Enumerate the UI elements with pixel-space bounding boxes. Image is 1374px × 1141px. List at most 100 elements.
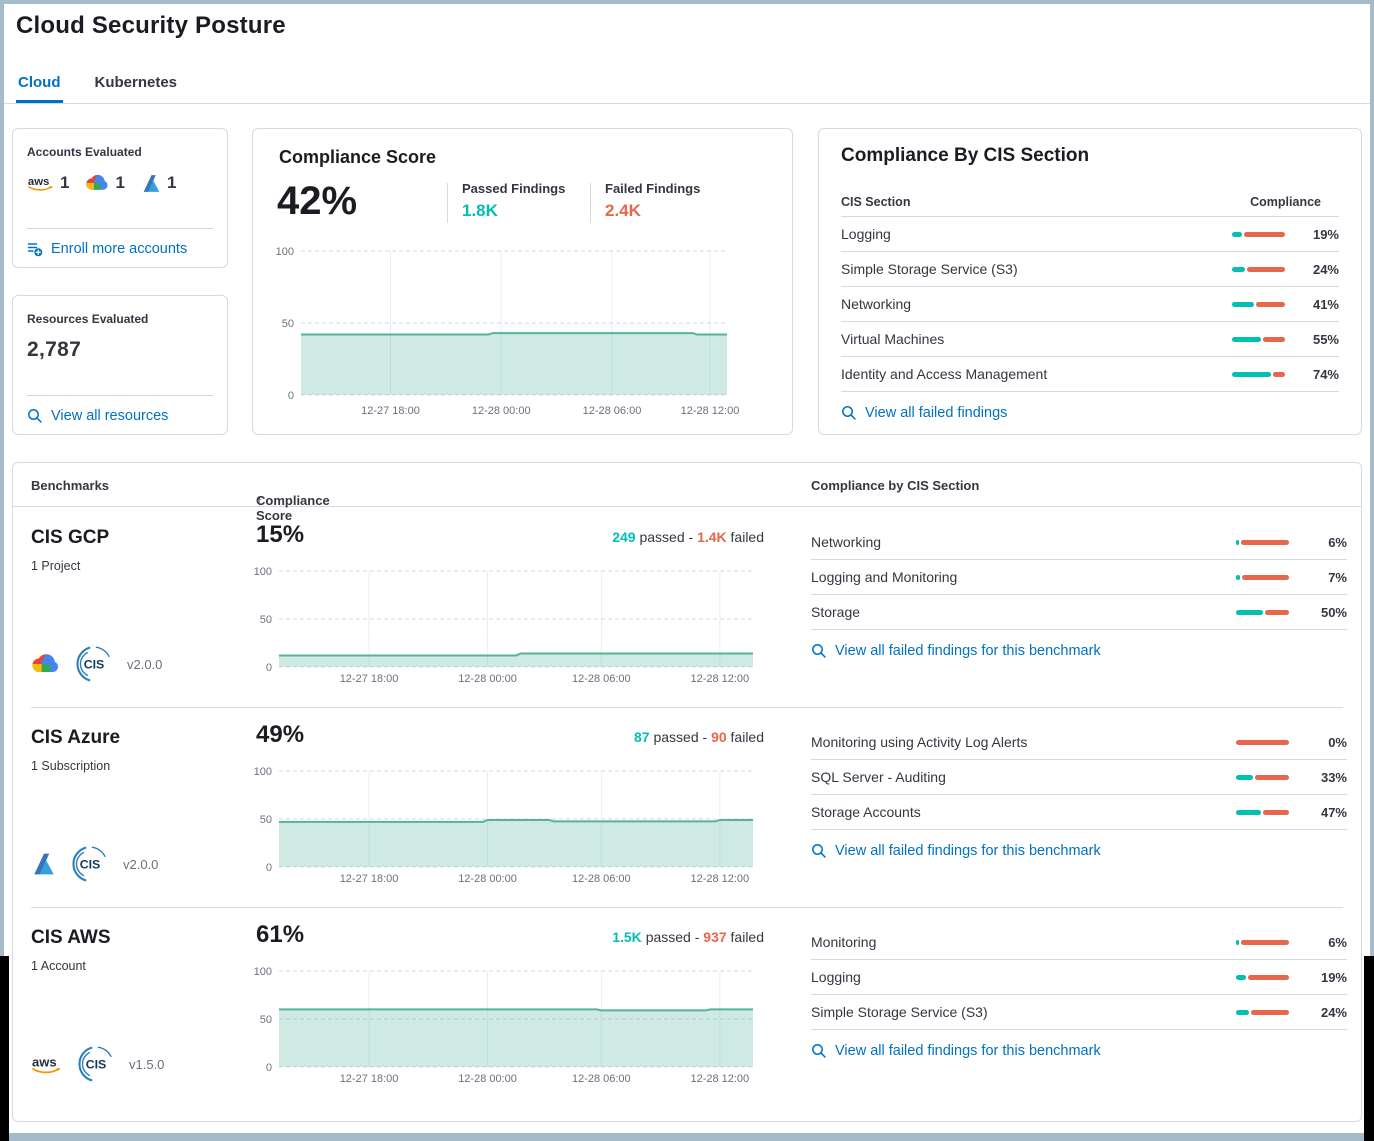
cis-logo-icon: CIS <box>75 645 113 683</box>
view-all-failed-findings-link[interactable]: View all failed findings <box>841 405 1007 421</box>
benchmark-row-cis-gcp: CIS GCP 1 Project 15% 249 passed - 1.4K … <box>13 507 1361 707</box>
resources-evaluated-title: Resources Evaluated <box>27 312 149 326</box>
compliance-bar <box>1236 539 1289 545</box>
compliance-bar <box>1236 809 1289 815</box>
benchmark-pass-fail: 249 passed - 1.4K failed <box>612 529 764 545</box>
svg-text:12-28 06:00: 12-28 06:00 <box>583 405 642 417</box>
svg-text:12-28 06:00: 12-28 06:00 <box>572 873 631 885</box>
accounts-evaluated-card: Accounts Evaluated aws 1 1 1 Enroll <box>12 128 228 268</box>
svg-text:12-28 00:00: 12-28 00:00 <box>472 405 531 417</box>
svg-text:12-28 06:00: 12-28 06:00 <box>572 1073 631 1085</box>
screenshot-black-strip-left <box>0 956 9 1141</box>
resources-evaluated-card: Resources Evaluated 2,787 View all resou… <box>12 295 228 435</box>
aws-icon: aws <box>32 1054 61 1073</box>
azure-icon <box>143 174 160 192</box>
list-add-icon <box>27 243 43 257</box>
svg-text:12-27 18:00: 12-27 18:00 <box>340 673 399 685</box>
accounts-provider-counts: aws 1 1 1 <box>27 173 213 193</box>
resources-evaluated-count: 2,787 <box>27 338 82 361</box>
divider <box>31 707 1343 708</box>
compliance-bar <box>1232 266 1285 272</box>
view-failed-findings-benchmark-link[interactable]: View all failed findings for this benchm… <box>811 643 1101 659</box>
window-frame-bottom <box>0 1133 1374 1141</box>
benchmark-row-cis-azure: CIS Azure 1 Subscription 49% 87 passed -… <box>13 707 1361 907</box>
search-icon <box>28 409 42 423</box>
compliance-bar <box>1232 231 1285 237</box>
compliance-bar <box>1236 1009 1289 1015</box>
cis-section-row: Identity and Access Management 74% <box>841 357 1339 392</box>
cis-section-row: Logging 19% <box>841 217 1339 252</box>
benchmarks-table: Benchmarks Compliance Score ↑ Compliance… <box>12 462 1362 1122</box>
svg-text:aws: aws <box>28 176 49 188</box>
benchmark-section-row: SQL Server - Auditing 33% <box>811 760 1347 795</box>
benchmark-name: CIS GCP <box>31 527 110 548</box>
view-failed-findings-benchmark-link[interactable]: View all failed findings for this benchm… <box>811 1043 1101 1059</box>
aws-account-count: aws 1 <box>27 173 70 192</box>
passed-findings-kpi: Passed Findings 1.8K <box>448 179 590 227</box>
benchmark-row-cis-aws: CIS AWS 1 Account 61% 1.5K passed - 937 … <box>13 907 1361 1107</box>
svg-text:CIS: CIS <box>84 657 105 671</box>
benchmark-subtitle: 1 Account <box>31 959 86 973</box>
compliance-bar <box>1236 574 1289 580</box>
enroll-more-accounts-link[interactable]: Enroll more accounts <box>27 241 187 257</box>
svg-text:aws: aws <box>32 1054 57 1069</box>
compliance-score-value: 42% <box>277 179 358 223</box>
compliance-score-card: Compliance Score 42% Passed Findings 1.8… <box>252 128 793 435</box>
aws-icon: aws <box>28 176 53 191</box>
compliance-bar <box>1236 774 1289 780</box>
azure-account-count: 1 <box>141 173 176 193</box>
svg-text:CIS: CIS <box>86 1057 107 1071</box>
svg-text:100: 100 <box>254 766 272 778</box>
svg-text:12-28 00:00: 12-28 00:00 <box>458 1073 517 1085</box>
compliance-by-cis-section-card: Compliance By CIS Section CIS Section Co… <box>818 128 1362 435</box>
search-icon <box>812 844 826 858</box>
accounts-evaluated-title: Accounts Evaluated <box>27 145 142 159</box>
benchmark-sections: Networking 6% Logging and Monitoring 7% … <box>811 525 1347 664</box>
benchmark-section-row: Monitoring using Activity Log Alerts 0% <box>811 725 1347 760</box>
benchmark-subtitle: 1 Subscription <box>31 759 111 773</box>
svg-text:0: 0 <box>266 1062 272 1074</box>
col-benchmarks: Benchmarks <box>31 478 110 493</box>
compliance-bar <box>1232 371 1285 377</box>
svg-text:50: 50 <box>282 318 294 330</box>
benchmark-section-row: Logging and Monitoring 7% <box>811 560 1347 595</box>
benchmark-name: CIS Azure <box>31 727 121 748</box>
cis-aws-trend-chart: 12-27 18:00 12-28 00:00 12-28 06:00 12-28 1… <box>254 966 753 1085</box>
compliance-bar <box>1236 739 1289 745</box>
svg-text:12-27 18:00: 12-27 18:00 <box>340 873 399 885</box>
compliance-score-title: Compliance Score <box>279 147 437 167</box>
svg-text:100: 100 <box>254 566 272 578</box>
cis-azure-trend-chart: 12-27 18:00 12-28 00:00 12-28 06:00 12-28 1… <box>254 766 753 885</box>
tab-kubernetes[interactable]: Kubernetes <box>94 74 178 91</box>
col-compliance: Compliance <box>1250 194 1321 209</box>
col-cis-section: CIS Section <box>841 194 911 209</box>
page-title: Cloud Security Posture <box>16 12 286 39</box>
cis-section-row: Networking 41% <box>841 287 1339 322</box>
view-failed-findings-benchmark-link[interactable]: View all failed findings for this benchm… <box>811 843 1101 859</box>
svg-text:0: 0 <box>266 662 272 674</box>
benchmark-score: 61% <box>256 921 305 948</box>
svg-text:50: 50 <box>260 814 272 826</box>
passed-findings-value: 1.8K <box>462 201 498 220</box>
benchmark-section-row: Networking 6% <box>811 525 1347 560</box>
svg-text:12-28 00:00: 12-28 00:00 <box>458 673 517 685</box>
benchmark-version: v2.0.0 <box>123 856 159 872</box>
benchmark-subtitle: 1 Project <box>31 559 81 573</box>
col-compliance-by-cis-section: Compliance by CIS Section <box>811 478 980 493</box>
sort-ascending-icon: ↑ <box>256 493 263 508</box>
compliance-bar <box>1236 609 1289 615</box>
benchmark-version: v1.5.0 <box>129 1056 165 1072</box>
view-all-resources-link[interactable]: View all resources <box>27 408 168 424</box>
tab-cloud[interactable]: Cloud <box>16 70 63 103</box>
screenshot-black-strip-right <box>1364 956 1374 1141</box>
benchmark-pass-fail: 1.5K passed - 937 failed <box>612 929 764 945</box>
cis-table-header: CIS Section Compliance <box>841 187 1339 217</box>
divider <box>447 183 448 223</box>
gcp-account-count: 1 <box>85 173 125 193</box>
cis-section-row: Virtual Machines 55% <box>841 322 1339 357</box>
cis-logo-icon: CIS <box>77 1045 115 1083</box>
svg-text:12-28 12:00: 12-28 12:00 <box>690 1073 749 1085</box>
benchmark-section-row: Simple Storage Service (S3) 24% <box>811 995 1347 1030</box>
failed-findings-value: 2.4K <box>605 201 641 220</box>
divider <box>31 907 1343 908</box>
